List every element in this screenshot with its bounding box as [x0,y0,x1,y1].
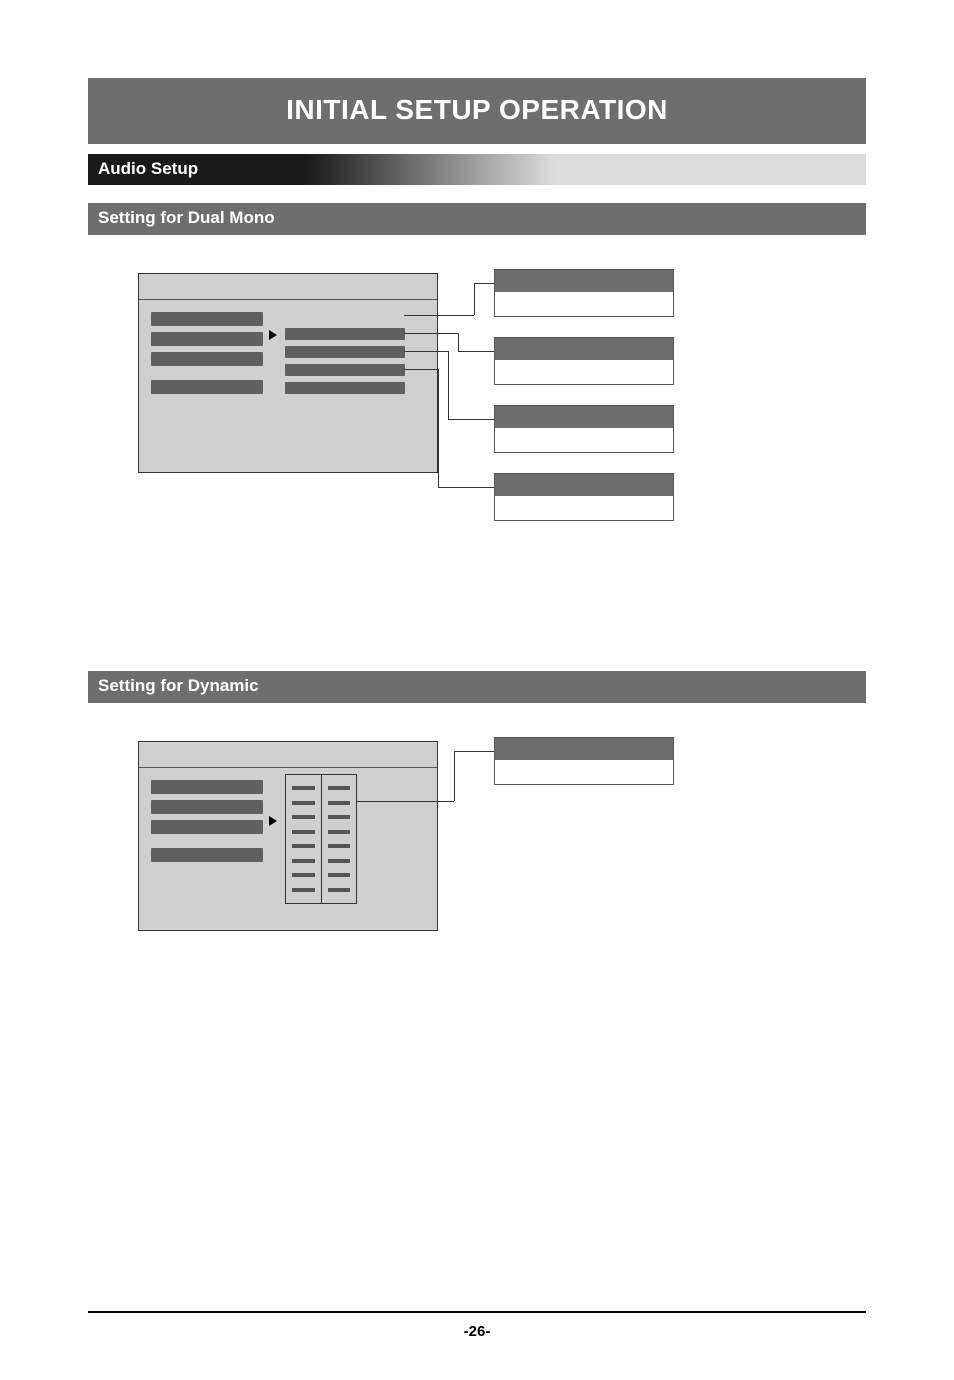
level-tick [328,873,350,877]
callout-head [495,270,673,292]
menu-box [138,273,438,473]
connector-line [356,801,454,802]
level-tick [328,786,350,790]
connector-line [458,333,459,351]
connector-line [404,351,448,352]
level-tick [328,830,350,834]
dynamic-diagram [138,741,866,981]
connector-line [438,487,494,488]
cursor-triangle-icon [269,816,277,826]
dual-mono-diagram [138,273,866,533]
section-audio-setup: Audio Setup [88,154,866,185]
callout-box [494,405,674,453]
cursor-triangle-icon [269,330,277,340]
connector-line [458,351,494,352]
menu-item [151,780,263,794]
callout-head [495,474,673,496]
level-tick [328,815,350,819]
callout-box [494,737,674,785]
connector-line [404,315,474,316]
subsection-dual-mono: Setting for Dual Mono [88,203,866,235]
connector-line [454,751,494,752]
level-tick [292,859,315,863]
menu-right-column [285,312,405,400]
level-tick [292,815,315,819]
callout-box [494,473,674,521]
menu-item [151,380,263,394]
callout-head [495,406,673,428]
level-tick [292,801,315,805]
menu-left-column [151,780,263,868]
menu-item [285,364,405,376]
level-tick [328,844,350,848]
menu-left-column [151,312,263,400]
menu-item [151,848,263,862]
title-banner: INITIAL SETUP OPERATION [88,78,866,144]
menu-item [151,332,263,346]
level-tick [292,873,315,877]
menu-box [138,741,438,931]
connector-line [438,369,439,487]
menu-item [285,382,405,394]
level-tick [328,888,350,892]
footer-rule [88,1311,866,1313]
subsection-dynamic: Setting for Dynamic [88,671,866,703]
level-tick [328,859,350,863]
level-meter [285,774,357,904]
callout-head [495,338,673,360]
connector-line [448,351,449,419]
callout-head [495,738,673,760]
connector-line [474,283,475,315]
menu-item [151,312,263,326]
callout-box [494,337,674,385]
level-tick [292,830,315,834]
page-footer: -26- [0,1311,954,1340]
connector-line [454,751,455,801]
connector-line [404,369,438,370]
level-tick [292,844,315,848]
menu-item [151,352,263,366]
menu-item [285,328,405,340]
connector-line [474,283,494,284]
level-tick [292,786,315,790]
menu-title-row [139,742,437,768]
menu-title-row [139,274,437,300]
level-tick [328,801,350,805]
level-tick [292,888,315,892]
menu-item [151,820,263,834]
connector-line [404,333,458,334]
menu-item [151,800,263,814]
menu-item [285,346,405,358]
connector-line [448,419,494,420]
page-number: -26- [0,1323,954,1340]
callout-box [494,269,674,317]
